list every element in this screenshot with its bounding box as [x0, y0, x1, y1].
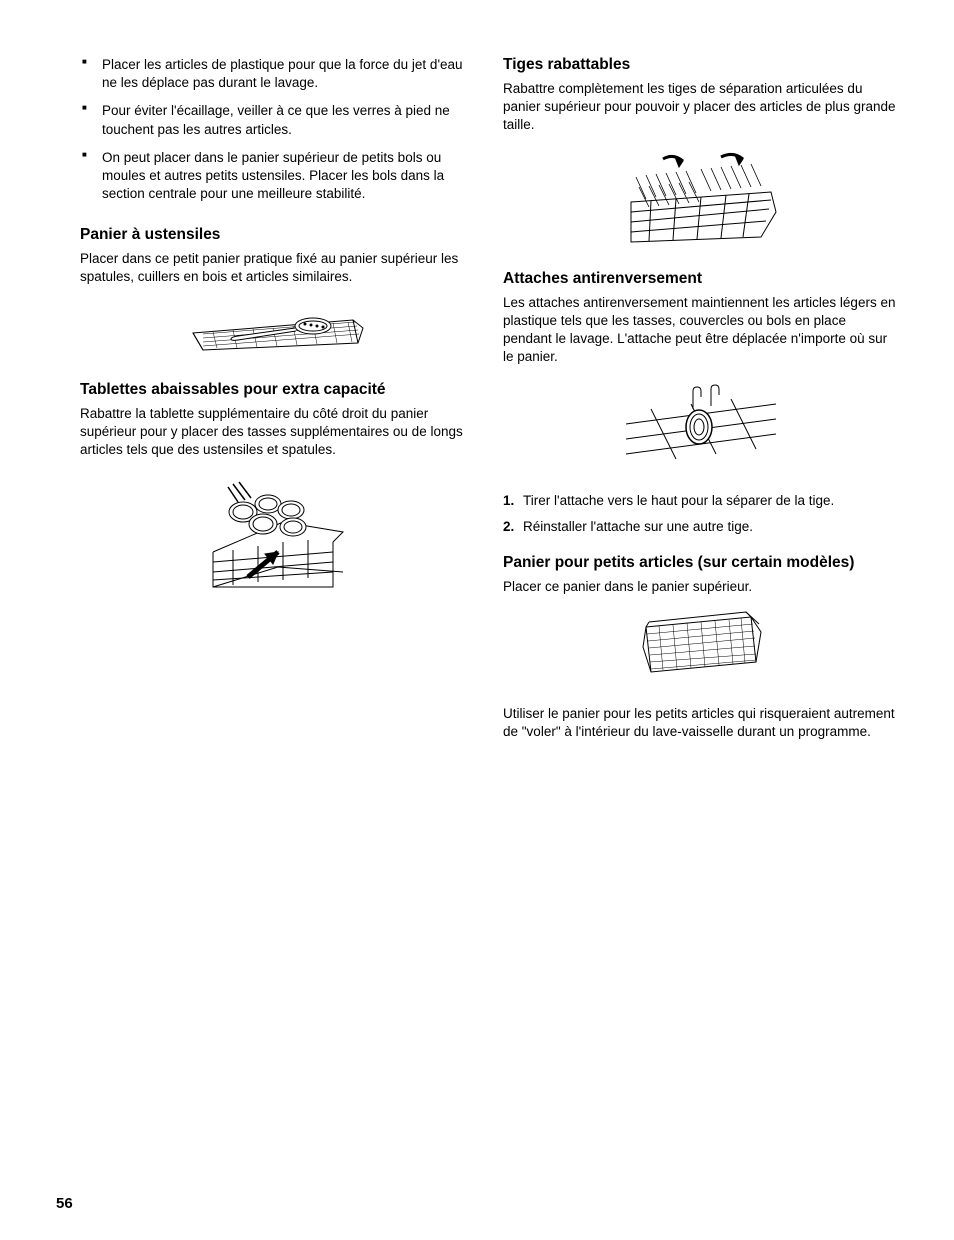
step-number: 2. — [503, 518, 514, 536]
figure-tines — [503, 147, 898, 252]
left-column: Placer les articles de plastique pour qu… — [80, 56, 475, 754]
page: Placer les articles de plastique pour qu… — [0, 0, 954, 754]
step-text: Réinstaller l'attache sur une autre tige… — [523, 519, 753, 534]
small-basket-illustration — [631, 602, 771, 682]
text-petits-articles-1: Placer ce panier dans le panier supérieu… — [503, 578, 898, 596]
figure-small-basket — [503, 602, 898, 687]
heading-tiges: Tiges rabattables — [503, 56, 898, 74]
text-tiges: Rabattre complètement les tiges de sépar… — [503, 80, 898, 135]
step-item: 1. Tirer l'attache vers le haut pour la s… — [503, 492, 898, 510]
tines-illustration — [621, 147, 781, 247]
text-panier-ustensiles: Placer dans ce petit panier pratique fix… — [80, 250, 475, 286]
text-petits-articles-2: Utiliser le panier pour les petits artic… — [503, 705, 898, 741]
right-column: Tiges rabattables Rabattre complètement … — [503, 56, 898, 754]
figure-shelf — [80, 472, 475, 607]
page-number: 56 — [56, 1195, 73, 1212]
shelf-illustration — [203, 472, 353, 602]
bullet-item: On peut placer dans le panier supérieur … — [80, 149, 475, 204]
heading-panier-ustensiles: Panier à ustensiles — [80, 226, 475, 244]
bullet-item: Placer les articles de plastique pour qu… — [80, 56, 475, 92]
heading-petits-articles: Panier pour petits articles (sur certain… — [503, 554, 898, 572]
figure-clip — [503, 379, 898, 474]
attaches-steps: 1. Tirer l'attache vers le haut pour la s… — [503, 492, 898, 536]
clip-illustration — [621, 379, 781, 469]
step-item: 2. Réinstaller l'attache sur une autre ti… — [503, 518, 898, 536]
utensil-basket-illustration — [183, 298, 373, 358]
step-text: Tirer l'attache vers le haut pour la sép… — [523, 493, 834, 508]
heading-tablettes: Tablettes abaissables pour extra capacit… — [80, 381, 475, 399]
figure-utensil-basket — [80, 298, 475, 363]
step-number: 1. — [503, 492, 514, 510]
intro-bullets: Placer les articles de plastique pour qu… — [80, 56, 475, 204]
heading-attaches: Attaches antirenversement — [503, 270, 898, 288]
text-attaches: Les attaches antirenversement maintienne… — [503, 294, 898, 367]
text-tablettes: Rabattre la tablette supplémentaire du c… — [80, 405, 475, 460]
bullet-item: Pour éviter l'écaillage, veiller à ce qu… — [80, 102, 475, 138]
